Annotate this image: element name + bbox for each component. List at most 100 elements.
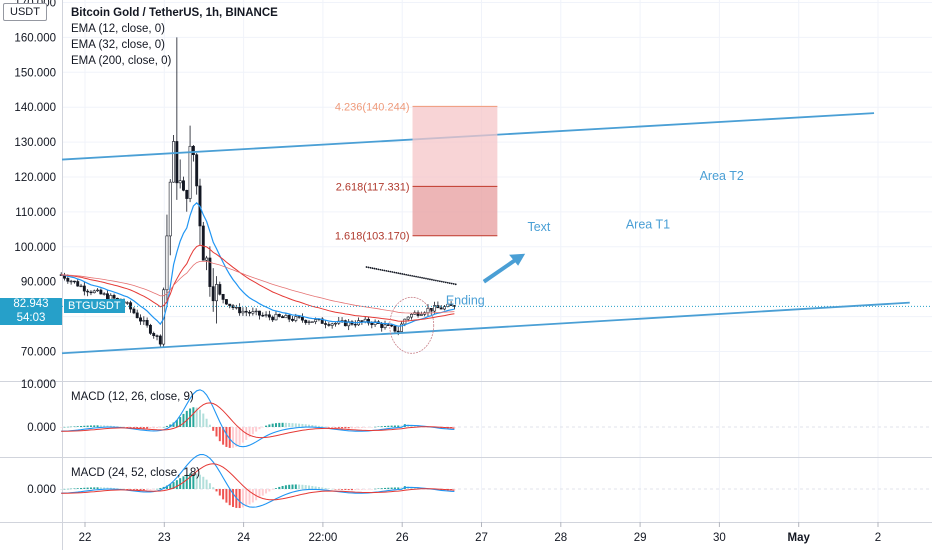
indicator-ema-12[interactable]: EMA (12, close, 0) — [71, 23, 165, 35]
candle-body — [201, 225, 205, 261]
candle-body — [89, 291, 93, 294]
macd-hist-bar — [96, 425, 99, 427]
forecast-dot — [409, 274, 412, 277]
forecast-dot — [405, 273, 408, 276]
time-tick-label: May — [788, 532, 811, 544]
macd-hist-bar — [192, 473, 195, 489]
time-tick-label: 22 — [79, 532, 92, 544]
forecast-dot — [429, 278, 431, 281]
ema-32-line[interactable] — [61, 244, 455, 322]
trendline-2[interactable] — [61, 301, 910, 355]
candle-body — [406, 316, 410, 320]
forecast-dot — [387, 270, 390, 273]
ema-200-line[interactable] — [61, 260, 455, 314]
macd1-pane[interactable] — [60, 389, 932, 448]
macd-hist-bar — [364, 489, 367, 490]
macd-hist-bar — [377, 426, 380, 428]
macd-hist-bar — [129, 427, 132, 428]
annotation-text[interactable]: Text — [527, 220, 550, 234]
price-tick-label: 120.000 — [14, 172, 56, 184]
forecast-dot — [450, 282, 453, 285]
candle-body — [333, 322, 337, 325]
macd-hist-bar — [66, 488, 69, 490]
candle-body — [284, 315, 288, 319]
macd-hist-bar — [175, 420, 178, 427]
candle-body — [178, 180, 182, 184]
macd-hist-bar — [156, 488, 159, 490]
macd-hist-bar — [208, 424, 211, 427]
macd-hist-bar — [301, 423, 304, 427]
time-tick-label: 22:00 — [309, 532, 338, 544]
ellipse-marker[interactable] — [389, 296, 435, 354]
macd-hist-bar — [202, 413, 205, 427]
currency-badge[interactable]: USDT — [3, 3, 47, 21]
macd-hist-bar — [281, 485, 284, 489]
macd-hist-bar — [255, 489, 258, 501]
macd-hist-bar — [73, 426, 76, 427]
macd-hist-bar — [271, 489, 274, 490]
candle-body — [224, 299, 228, 305]
macd-hist-bar — [324, 487, 327, 489]
annotation-text[interactable]: Area T2 — [700, 169, 744, 183]
forecast-dot — [444, 281, 447, 284]
macd-hist-bar — [122, 426, 125, 428]
symbol-tag: BTGUSDT — [64, 299, 125, 313]
arrow-shaft[interactable] — [482, 257, 519, 284]
macd-hist-bar — [387, 425, 390, 427]
candle-body — [300, 317, 304, 321]
macd1-legend[interactable]: MACD (12, 26, close, 9) — [71, 389, 194, 405]
macd-hist-bar — [288, 484, 291, 489]
macd-hist-bar — [136, 489, 139, 490]
macd-hist-bar — [215, 489, 218, 492]
macd-hist-bar — [268, 424, 271, 427]
fib-zone-upper[interactable] — [412, 106, 498, 187]
macd-hist-bar — [96, 487, 99, 489]
macd1-tick-label: 0.000 — [27, 422, 56, 434]
signal-line[interactable] — [61, 463, 455, 501]
macd2-legend[interactable]: MACD (24, 52, close, 18) — [71, 465, 200, 481]
forecast-dot — [393, 271, 396, 274]
signal-line[interactable] — [61, 402, 455, 439]
candle-body — [158, 335, 162, 345]
candle-body — [66, 277, 70, 282]
macd-hist-bar — [397, 425, 400, 427]
macd-hist-bar — [384, 487, 387, 489]
macd2-pane[interactable] — [60, 453, 932, 509]
indicator-ema-200[interactable]: EMA (200, close, 0) — [71, 55, 172, 67]
macd-hist-bar — [344, 427, 347, 429]
arrow-head[interactable] — [509, 253, 526, 266]
fib-zone-lower[interactable] — [412, 186, 498, 236]
annotation-text[interactable]: Area T1 — [626, 218, 670, 232]
ema-12-line[interactable] — [61, 202, 455, 327]
macd-hist-bar — [165, 485, 168, 489]
forecast-dot — [365, 266, 368, 268]
macd-hist-bar — [179, 478, 182, 489]
time-tick-label: 26 — [396, 532, 409, 544]
indicator-ema-32[interactable]: EMA (32, close, 0) — [71, 39, 165, 51]
candle-body — [380, 323, 384, 328]
macd-hist-bar — [218, 427, 221, 442]
macd-hist-bar — [321, 487, 324, 489]
candle-body — [271, 316, 275, 321]
macd-hist-bar — [308, 485, 311, 489]
macd-hist-bar — [103, 487, 106, 489]
candle-body — [254, 310, 258, 313]
macd-hist-bar — [132, 489, 135, 490]
candles[interactable] — [59, 37, 456, 349]
annotation-text[interactable]: Ending — [446, 293, 485, 307]
candle-body — [449, 303, 453, 306]
forecast-dot — [440, 280, 443, 283]
candle-body — [241, 310, 245, 314]
macd-hist-bar — [354, 427, 357, 429]
grid — [62, 0, 932, 522]
macd-hist-bar — [317, 486, 320, 489]
macd-hist-bar — [251, 427, 254, 435]
time-axis[interactable]: 22 23 24 22:00 26 27 28 29 30 May 2 — [79, 522, 882, 544]
candle-body — [76, 281, 80, 287]
forecast-dot — [427, 278, 429, 280]
macd-hist-bar — [185, 410, 188, 427]
macd-hist-bar — [350, 489, 353, 491]
macd-hist-bar — [304, 485, 307, 489]
candle-body — [400, 323, 403, 332]
